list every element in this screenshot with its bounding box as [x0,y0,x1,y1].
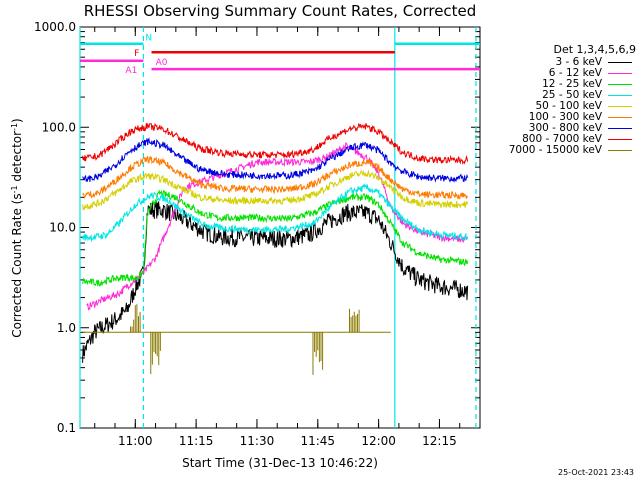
legend-label: 100 - 300 keV [528,111,602,123]
legend-label: 300 - 800 keV [528,122,602,134]
y-label-part1: Corrected Count Rate (s [10,193,24,337]
marker-layer [79,27,477,428]
legend-label: 50 - 100 keV [535,100,602,112]
legend-entry: 6 - 12 keV [470,68,636,79]
legend-entry: 50 - 100 keV [470,101,636,112]
legend-swatch [608,117,632,118]
timestamp: 25-Oct-2021 23:43 [558,468,634,477]
legend-entry: 100 - 300 keV [470,112,636,123]
legend-swatch [608,128,632,129]
y-label-part2: detector [10,131,24,186]
x-tick-label: 12:15 [422,434,457,448]
legend-label: 25 - 50 keV [542,89,602,101]
series-line-300-800-kev [82,137,469,183]
legend-entry: 25 - 50 keV [470,90,636,101]
legend-header: Det 1,3,4,5,6,9 [553,43,636,56]
y-label-sup2: -1 [10,123,19,131]
legend-swatch [608,106,632,107]
series-line-12-25-kev [82,189,469,287]
y-tick-label: 1000.0 [34,20,76,34]
y-tick-label: 1.0 [57,321,76,335]
state-label-a0: A0 [156,58,168,68]
y-tick-label: 10.0 [49,221,76,235]
plot-frame [79,26,481,429]
legend-entry: 12 - 25 keV [470,79,636,90]
series-line-50-100-kev [82,169,469,211]
x-tick-label: 11:00 [118,434,153,448]
legend-swatch [608,73,632,74]
y-label-sup1: -1 [10,185,19,193]
state-label-f: F [134,49,139,59]
x-tick-label: 11:15 [179,434,214,448]
series-layer [82,122,469,375]
legend-swatch [608,95,632,96]
series-line-25-50-kev [82,183,468,243]
legend-swatch [608,62,632,63]
chart-legend: Det 1,3,4,5,6,9 3 - 6 keV 6 - 12 keV 12 - … [470,42,636,156]
chart-title: RHESSI Observing Summary Count Rates, Co… [84,2,477,20]
legend-label: 7000 - 15000 keV [508,144,602,156]
legend-entry: 300 - 800 keV [470,123,636,134]
state-label-n: N [145,34,152,44]
series-line-6-12-kev [86,142,468,311]
series-line-800-7000-kev [82,122,469,165]
legend-swatch [608,139,632,140]
x-tick-label: 11:30 [240,434,275,448]
state-bar-layer: NF A1 A0 [80,34,480,76]
legend-entry: 3 - 6 keV [470,57,636,68]
legend-swatch [608,84,632,85]
series-line-100-300-kev [82,155,469,201]
series-line-3-6-kev [82,201,469,363]
legend-label: 6 - 12 keV [548,67,602,79]
legend-swatch [608,150,632,151]
legend-label: 3 - 6 keV [555,56,602,68]
legend-entry: 800 - 7000 keV [470,134,636,145]
y-label-part3: ) [10,118,24,123]
axis-layer: 0.1 1.0 10.0 100.0 1000.0 11:00 11:15 11:30 11:4… [34,20,481,448]
y-tick-label: 100.0 [42,120,76,134]
x-axis-label: Start Time (31-Dec-13 10:46:22) [182,456,378,470]
legend-label: 800 - 7000 keV [522,133,602,145]
y-tick-label: 0.1 [57,421,76,435]
legend-label: 12 - 25 keV [542,78,602,90]
x-tick-label: 12:00 [361,434,396,448]
legend-entry: 7000 - 15000 keV [470,145,636,156]
x-tick-label: 11:45 [300,434,335,448]
legend-entries: 3 - 6 keV 6 - 12 keV 12 - 25 keV 25 - 50 ke… [470,57,636,156]
state-label-a1: A1 [125,66,137,76]
y-axis-label: Corrected Count Rate (s-1 detector-1) [10,118,25,337]
